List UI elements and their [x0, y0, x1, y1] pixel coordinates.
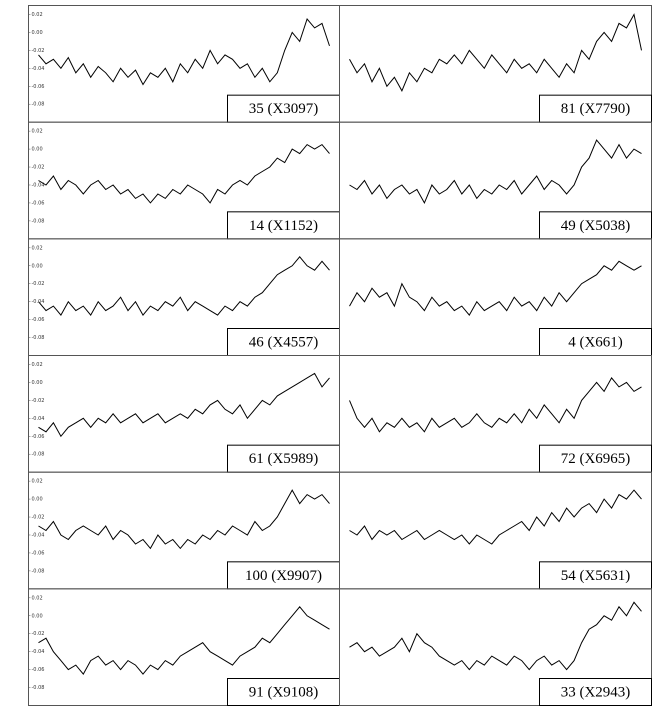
y-tick-label: -0.04 [32, 299, 45, 305]
y-tick-label: -0.08 [32, 335, 45, 341]
series-line [349, 13, 642, 92]
y-tick-label: -0.06 [32, 200, 45, 206]
y-tick-label: -0.02 [32, 165, 45, 171]
y-tick-label: -0.04 [32, 66, 45, 72]
label-box [539, 328, 652, 356]
panel-label: 35 (X3097) [249, 101, 319, 117]
y-tick-label: 0.00 [32, 613, 43, 619]
y-tick-label: -0.08 [32, 102, 45, 108]
y-tick-label: -0.02 [32, 631, 45, 637]
series-line [38, 17, 330, 86]
y-tick-label: 0.02 [32, 479, 43, 485]
y-tick-label: -0.08 [32, 568, 45, 574]
panel-label: 4 (X661) [568, 334, 623, 350]
y-tick-label: 0.00 [32, 497, 43, 503]
y-tick-label: 0.02 [32, 129, 43, 135]
y-tick-label: 0.02 [32, 595, 43, 601]
y-tick-label: -0.04 [32, 182, 45, 188]
y-tick-label: -0.02 [32, 48, 45, 54]
y-tick-label: -0.08 [32, 218, 45, 224]
y-tick-label: -0.04 [32, 649, 45, 655]
panel-label: 100 (X9907) [245, 568, 322, 584]
series-line [349, 139, 642, 205]
y-tick-label: 0.02 [32, 245, 43, 251]
label-box [227, 328, 340, 356]
series-line [38, 256, 330, 316]
panel-label: 81 (X7790) [561, 101, 631, 117]
y-tick-label: -0.02 [32, 281, 45, 287]
series-line [349, 377, 642, 433]
label-box [539, 211, 652, 240]
y-tick-label: -0.04 [32, 532, 45, 538]
y-tick-label: -0.08 [32, 452, 45, 458]
series-line [349, 260, 642, 316]
y-tick-label: -0.06 [32, 550, 45, 556]
y-tick-label: 0.00 [32, 147, 43, 153]
series-line [38, 489, 330, 550]
series-line [349, 601, 642, 671]
y-tick-label: -0.06 [32, 84, 45, 90]
label-box [227, 561, 340, 590]
y-tick-label: -0.06 [32, 317, 45, 323]
label-box [227, 94, 340, 123]
series-line [38, 606, 330, 675]
series-line [38, 372, 330, 438]
panel-label: 54 (X5631) [561, 568, 631, 584]
y-tick-label: -0.02 [32, 398, 45, 404]
y-tick-label: -0.06 [32, 434, 45, 440]
panel-label: 46 (X4557) [249, 334, 319, 350]
label-box [227, 678, 340, 706]
series-line [38, 143, 330, 204]
y-tick-label: -0.04 [32, 416, 45, 422]
y-tick-label: 0.02 [32, 362, 43, 368]
label-box [539, 561, 652, 590]
panel-label: 72 (X6965) [561, 451, 631, 467]
y-tick-label: 0.00 [32, 380, 43, 386]
label-box [539, 444, 652, 473]
series-line [349, 489, 642, 545]
y-tick-label: -0.08 [32, 685, 45, 691]
y-tick-label: -0.02 [32, 515, 45, 521]
y-tick-label: 0.00 [32, 263, 43, 269]
panel [339, 588, 652, 706]
y-tick-label: 0.02 [32, 12, 43, 18]
y-tick-label: -0.06 [32, 667, 45, 673]
panel-label: 14 (X1152) [249, 218, 318, 234]
label-box [539, 678, 652, 706]
panel-label: 61 (X5989) [249, 451, 319, 467]
label-box [539, 94, 652, 123]
y-tick-label: 0.00 [32, 30, 43, 36]
panel-label: 49 (X5038) [561, 218, 631, 234]
panel-label: 91 (X9108) [249, 684, 319, 700]
panel-label: 33 (X2943) [561, 684, 631, 700]
